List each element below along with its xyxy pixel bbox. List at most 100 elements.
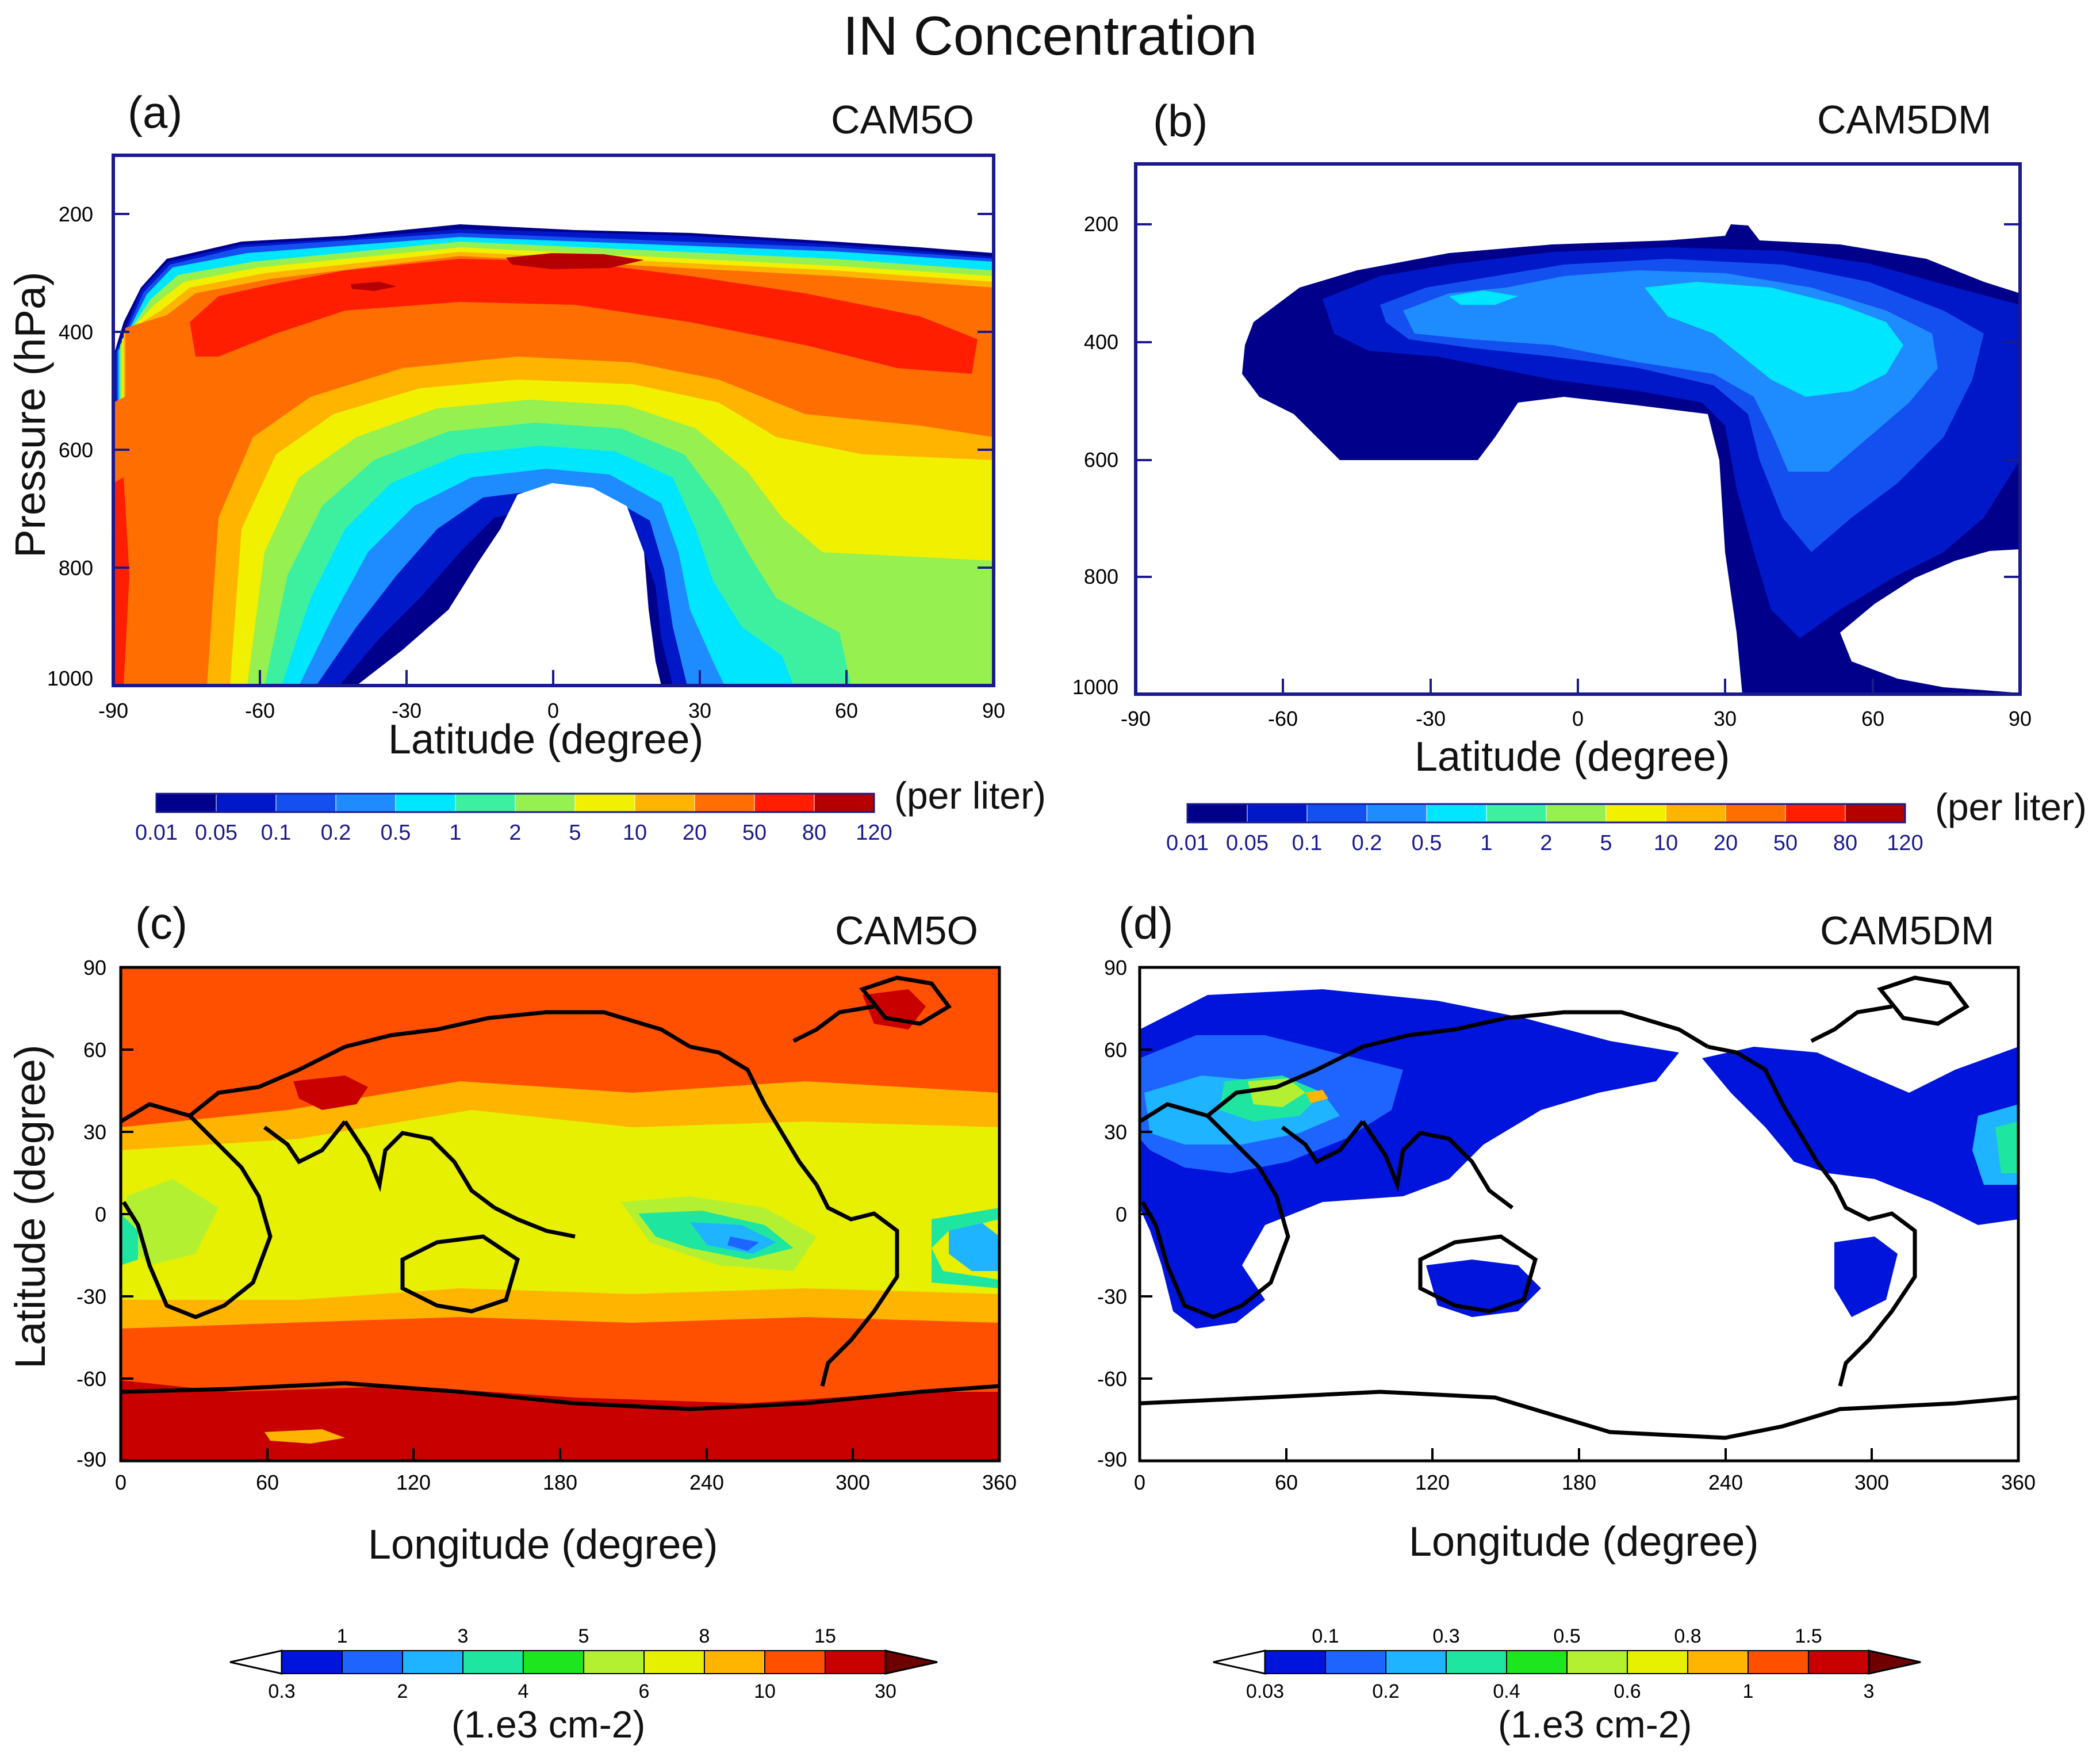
colorbar-a-label: 0.05 [195,821,237,845]
colorbar-d-swatch [1506,1650,1568,1674]
panel-c-xlabel: Longitude (degree) [368,1522,718,1568]
colorbar-b-labels: 0.01 0.05 0.1 0.2 0.5 1 2 5 10 20 50 80 120 [1166,831,1923,855]
colorbar-b-label: 1 [1480,831,1492,855]
colorbar-d-swatch [1748,1650,1809,1674]
panel-c-xtick: 300 [836,1471,870,1494]
colorbar-a-swatch [455,793,516,813]
panel-d-letter: (d) [1118,898,1174,948]
colorbar-a-label: 0.5 [381,821,411,845]
colorbar-a-label: 2 [509,821,521,845]
panel-c-xtick: 120 [396,1471,431,1494]
panel-c-xtick: 180 [543,1471,577,1494]
panel-d-xtick-labels: 0 60 120 180 240 300 360 [1134,1471,2036,1494]
panel-d-xlabel: Longitude (degree) [1409,1519,1759,1565]
panel-a-contours [113,155,994,686]
panel-d-ytick: 60 [1104,1038,1127,1062]
colorbar-c-lower-label: 0.3 [268,1681,295,1702]
panel-b-model: CAM5DM [1817,97,1992,142]
colorbar-d-lower-label: 0.03 [1246,1681,1284,1702]
panel-c-ticks [121,1048,854,1461]
colorbar-d-unit: (1.e3 cm-2) [1498,1703,1692,1746]
panel-b-xtick-labels: -90 -60 -30 0 30 60 90 [1121,707,2032,730]
panel-b-xtick: 30 [1714,707,1737,730]
colorbar-c-upper-label: 8 [699,1625,710,1647]
panel-c-ytick: -90 [76,1448,106,1471]
colorbar-b-swatch [1785,803,1846,823]
colorbar-d-swatch [1566,1650,1628,1674]
panel-b-letter: (b) [1153,95,1208,146]
panel-b-xtick: 90 [2009,707,2032,730]
panel-d-xtick: 360 [2001,1471,2036,1494]
panel-c-xtick-labels: 0 60 120 180 240 300 360 [115,1471,1017,1494]
colorbar-b-frame [1186,803,1906,824]
colorbar-d-lower-label: 0.6 [1614,1681,1641,1702]
colorbar-a-label: 0.2 [321,821,351,845]
colorbar-d-upper-label: 0.5 [1553,1625,1580,1647]
panel-a-ytick: 400 [59,320,93,344]
panel-b-ticks [1136,223,2020,694]
panel-c-xtick: 240 [689,1471,724,1494]
colorbar-c-lower-label: 2 [397,1681,408,1702]
panel-d-xtick: 0 [1134,1471,1145,1494]
colorbar-d-upper-label: 0.1 [1312,1625,1339,1647]
colorbar-a-label: 10 [623,821,647,845]
colorbar-d-max-triangle [1868,1649,1921,1675]
panel-b-level-4 [1645,282,1903,397]
colorbar-a-swatch [395,793,456,813]
colorbar-d-upper-label: 0.3 [1432,1625,1459,1647]
panel-b-ytick: 1000 [1072,675,1118,699]
panel-d-xtick: 60 [1275,1471,1298,1494]
panel-c-xtick: 60 [256,1471,279,1494]
panel-a-left-red [113,477,129,686]
panel-d-field [1140,967,2018,1461]
panel-b-xtick: -30 [1416,707,1446,730]
panel-c-xtick: 0 [115,1471,127,1494]
panel-c-model: CAM5O [835,908,978,953]
panel-b-xtick: -60 [1268,707,1298,730]
colorbar-c-unit: (1.e3 cm-2) [451,1703,646,1746]
panel-d-xtick: 120 [1415,1471,1450,1494]
panel-d-model: CAM5DM [1820,908,1995,953]
colorbar-d-swatch [1385,1650,1447,1674]
panel-a-ytick: 1000 [47,667,93,690]
colorbar-d-swatch [1687,1650,1749,1674]
colorbar-c-swatch [462,1650,524,1674]
colorbar-b-label: 0.01 [1166,831,1209,855]
colorbar-c-lower-label: 10 [754,1681,776,1702]
colorbar-a-swatch [814,793,875,813]
colorbar-d-lower-label: 1 [1743,1681,1754,1702]
colorbar-c-upper-label: 3 [458,1625,469,1647]
colorbar-d-swatch [1808,1650,1869,1674]
colorbar-a-unit: (per liter) [894,774,1047,817]
colorbar-a-labels: 0.01 0.05 0.1 0.2 0.5 1 2 5 10 20 50 80 120 [135,821,892,845]
colorbar-b-label: 0.05 [1226,831,1269,855]
colorbar-b-label: 20 [1714,831,1738,855]
colorbar-d-upper-label: 1.5 [1795,1625,1822,1647]
colorbar-b-label: 2 [1540,831,1552,855]
colorbar-c-lower-label: 6 [639,1681,650,1702]
panel-a-ticks [113,213,994,686]
colorbar-d-swatch [1627,1650,1688,1674]
panel-c-ytick: -60 [76,1367,106,1391]
panel-a-xtick: -30 [392,699,421,722]
panel-b-xlabel: Latitude (degree) [1415,734,1730,780]
panel-d-ytick: -90 [1097,1448,1127,1471]
panel-b-ytick: 800 [1084,565,1118,588]
panel-b-ytick: 600 [1084,448,1118,472]
colorbar-b-label: 10 [1654,831,1678,855]
colorbar-a-label: 20 [683,821,707,845]
colorbar-b-label: 80 [1833,831,1857,855]
colorbar-c-swatch [402,1650,463,1674]
colorbar-c-swatch [523,1650,584,1674]
colorbar-a-swatch [216,793,277,813]
panel-b-xtick: 0 [1572,707,1584,730]
colorbar-c-swatch [825,1650,886,1674]
colorbar-c-swatch [342,1650,403,1674]
panel-c-ytick: 90 [83,956,106,979]
colorbar-a-frame [155,793,875,813]
panel-b-level-4b [1449,290,1518,305]
panel-d-xtick: 180 [1562,1471,1596,1494]
